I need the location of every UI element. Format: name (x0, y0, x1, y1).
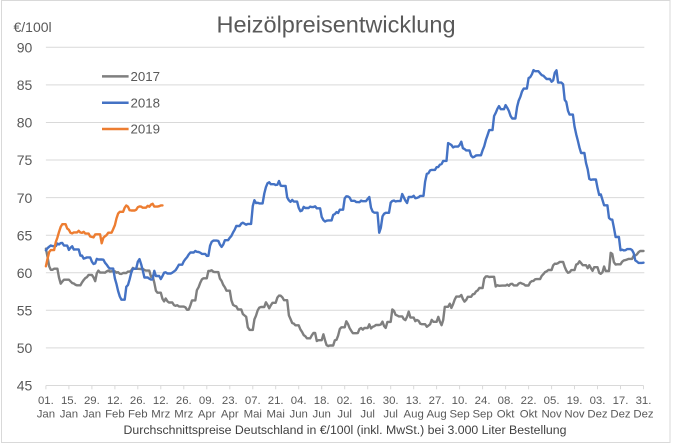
svg-text:30.: 30. (383, 395, 399, 407)
svg-text:55: 55 (17, 303, 33, 319)
svg-text:26.: 26. (176, 395, 192, 407)
svg-text:08.: 08. (498, 395, 514, 407)
svg-text:23.: 23. (222, 395, 238, 407)
svg-text:Durchschnittspreise Deutschlan: Durchschnittspreise Deutschland in €/100… (124, 423, 567, 437)
svg-text:15.: 15. (61, 395, 77, 407)
svg-text:2019: 2019 (131, 122, 161, 137)
svg-text:Dez: Dez (610, 408, 631, 420)
svg-text:04.: 04. (291, 395, 307, 407)
svg-text:24.: 24. (475, 395, 491, 407)
svg-text:26.: 26. (130, 395, 146, 407)
svg-text:Mrz: Mrz (174, 408, 193, 420)
svg-text:80: 80 (17, 115, 33, 131)
svg-text:Feb: Feb (128, 408, 148, 420)
svg-text:16.: 16. (360, 395, 376, 407)
svg-text:Dez: Dez (587, 408, 608, 420)
svg-text:75: 75 (17, 152, 33, 168)
svg-text:90: 90 (17, 40, 33, 56)
svg-text:Jan: Jan (37, 408, 55, 420)
svg-text:Okt: Okt (497, 408, 516, 420)
svg-text:09.: 09. (199, 395, 215, 407)
svg-text:Mai: Mai (267, 408, 285, 420)
svg-text:Aug: Aug (426, 408, 446, 420)
svg-text:12.: 12. (153, 395, 169, 407)
svg-text:Nov: Nov (564, 408, 585, 420)
svg-text:01.: 01. (38, 395, 54, 407)
svg-text:Mai: Mai (244, 408, 262, 420)
svg-text:27.: 27. (429, 395, 445, 407)
svg-text:Apr: Apr (198, 408, 216, 420)
svg-text:Jan: Jan (60, 408, 78, 420)
svg-text:29.: 29. (84, 395, 100, 407)
svg-text:Heizölpreisentwicklung: Heizölpreisentwicklung (216, 11, 455, 37)
svg-text:Apr: Apr (221, 408, 239, 420)
svg-text:Sep: Sep (472, 408, 492, 420)
svg-text:Jan: Jan (83, 408, 101, 420)
svg-text:02.: 02. (337, 395, 353, 407)
svg-text:Jul: Jul (383, 408, 398, 420)
svg-text:Jul: Jul (337, 408, 352, 420)
svg-text:Feb: Feb (105, 408, 125, 420)
svg-text:13.: 13. (406, 395, 422, 407)
svg-text:60: 60 (17, 265, 33, 281)
svg-text:Jun: Jun (290, 408, 308, 420)
svg-text:31.: 31. (636, 395, 652, 407)
svg-text:Sep: Sep (449, 408, 469, 420)
svg-text:85: 85 (17, 77, 33, 93)
svg-text:2017: 2017 (131, 69, 161, 84)
svg-text:45: 45 (17, 378, 33, 394)
svg-text:Jun: Jun (313, 408, 331, 420)
svg-text:Okt: Okt (520, 408, 539, 420)
svg-text:€/100l: €/100l (14, 19, 52, 35)
svg-text:Dez: Dez (633, 408, 654, 420)
svg-text:2018: 2018 (131, 95, 161, 110)
svg-text:50: 50 (17, 340, 33, 356)
svg-text:12.: 12. (107, 395, 123, 407)
svg-text:10.: 10. (452, 395, 468, 407)
svg-text:17.: 17. (613, 395, 629, 407)
svg-text:Nov: Nov (541, 408, 562, 420)
svg-text:Mrz: Mrz (151, 408, 170, 420)
svg-text:22.: 22. (521, 395, 537, 407)
svg-text:Jul: Jul (360, 408, 375, 420)
svg-text:70: 70 (17, 190, 33, 206)
svg-text:07.: 07. (245, 395, 261, 407)
svg-text:03.: 03. (590, 395, 606, 407)
svg-text:65: 65 (17, 227, 33, 243)
svg-text:18.: 18. (314, 395, 330, 407)
svg-text:21.: 21. (268, 395, 284, 407)
svg-text:19.: 19. (567, 395, 583, 407)
svg-text:Aug: Aug (404, 408, 424, 420)
svg-text:05.: 05. (544, 395, 560, 407)
